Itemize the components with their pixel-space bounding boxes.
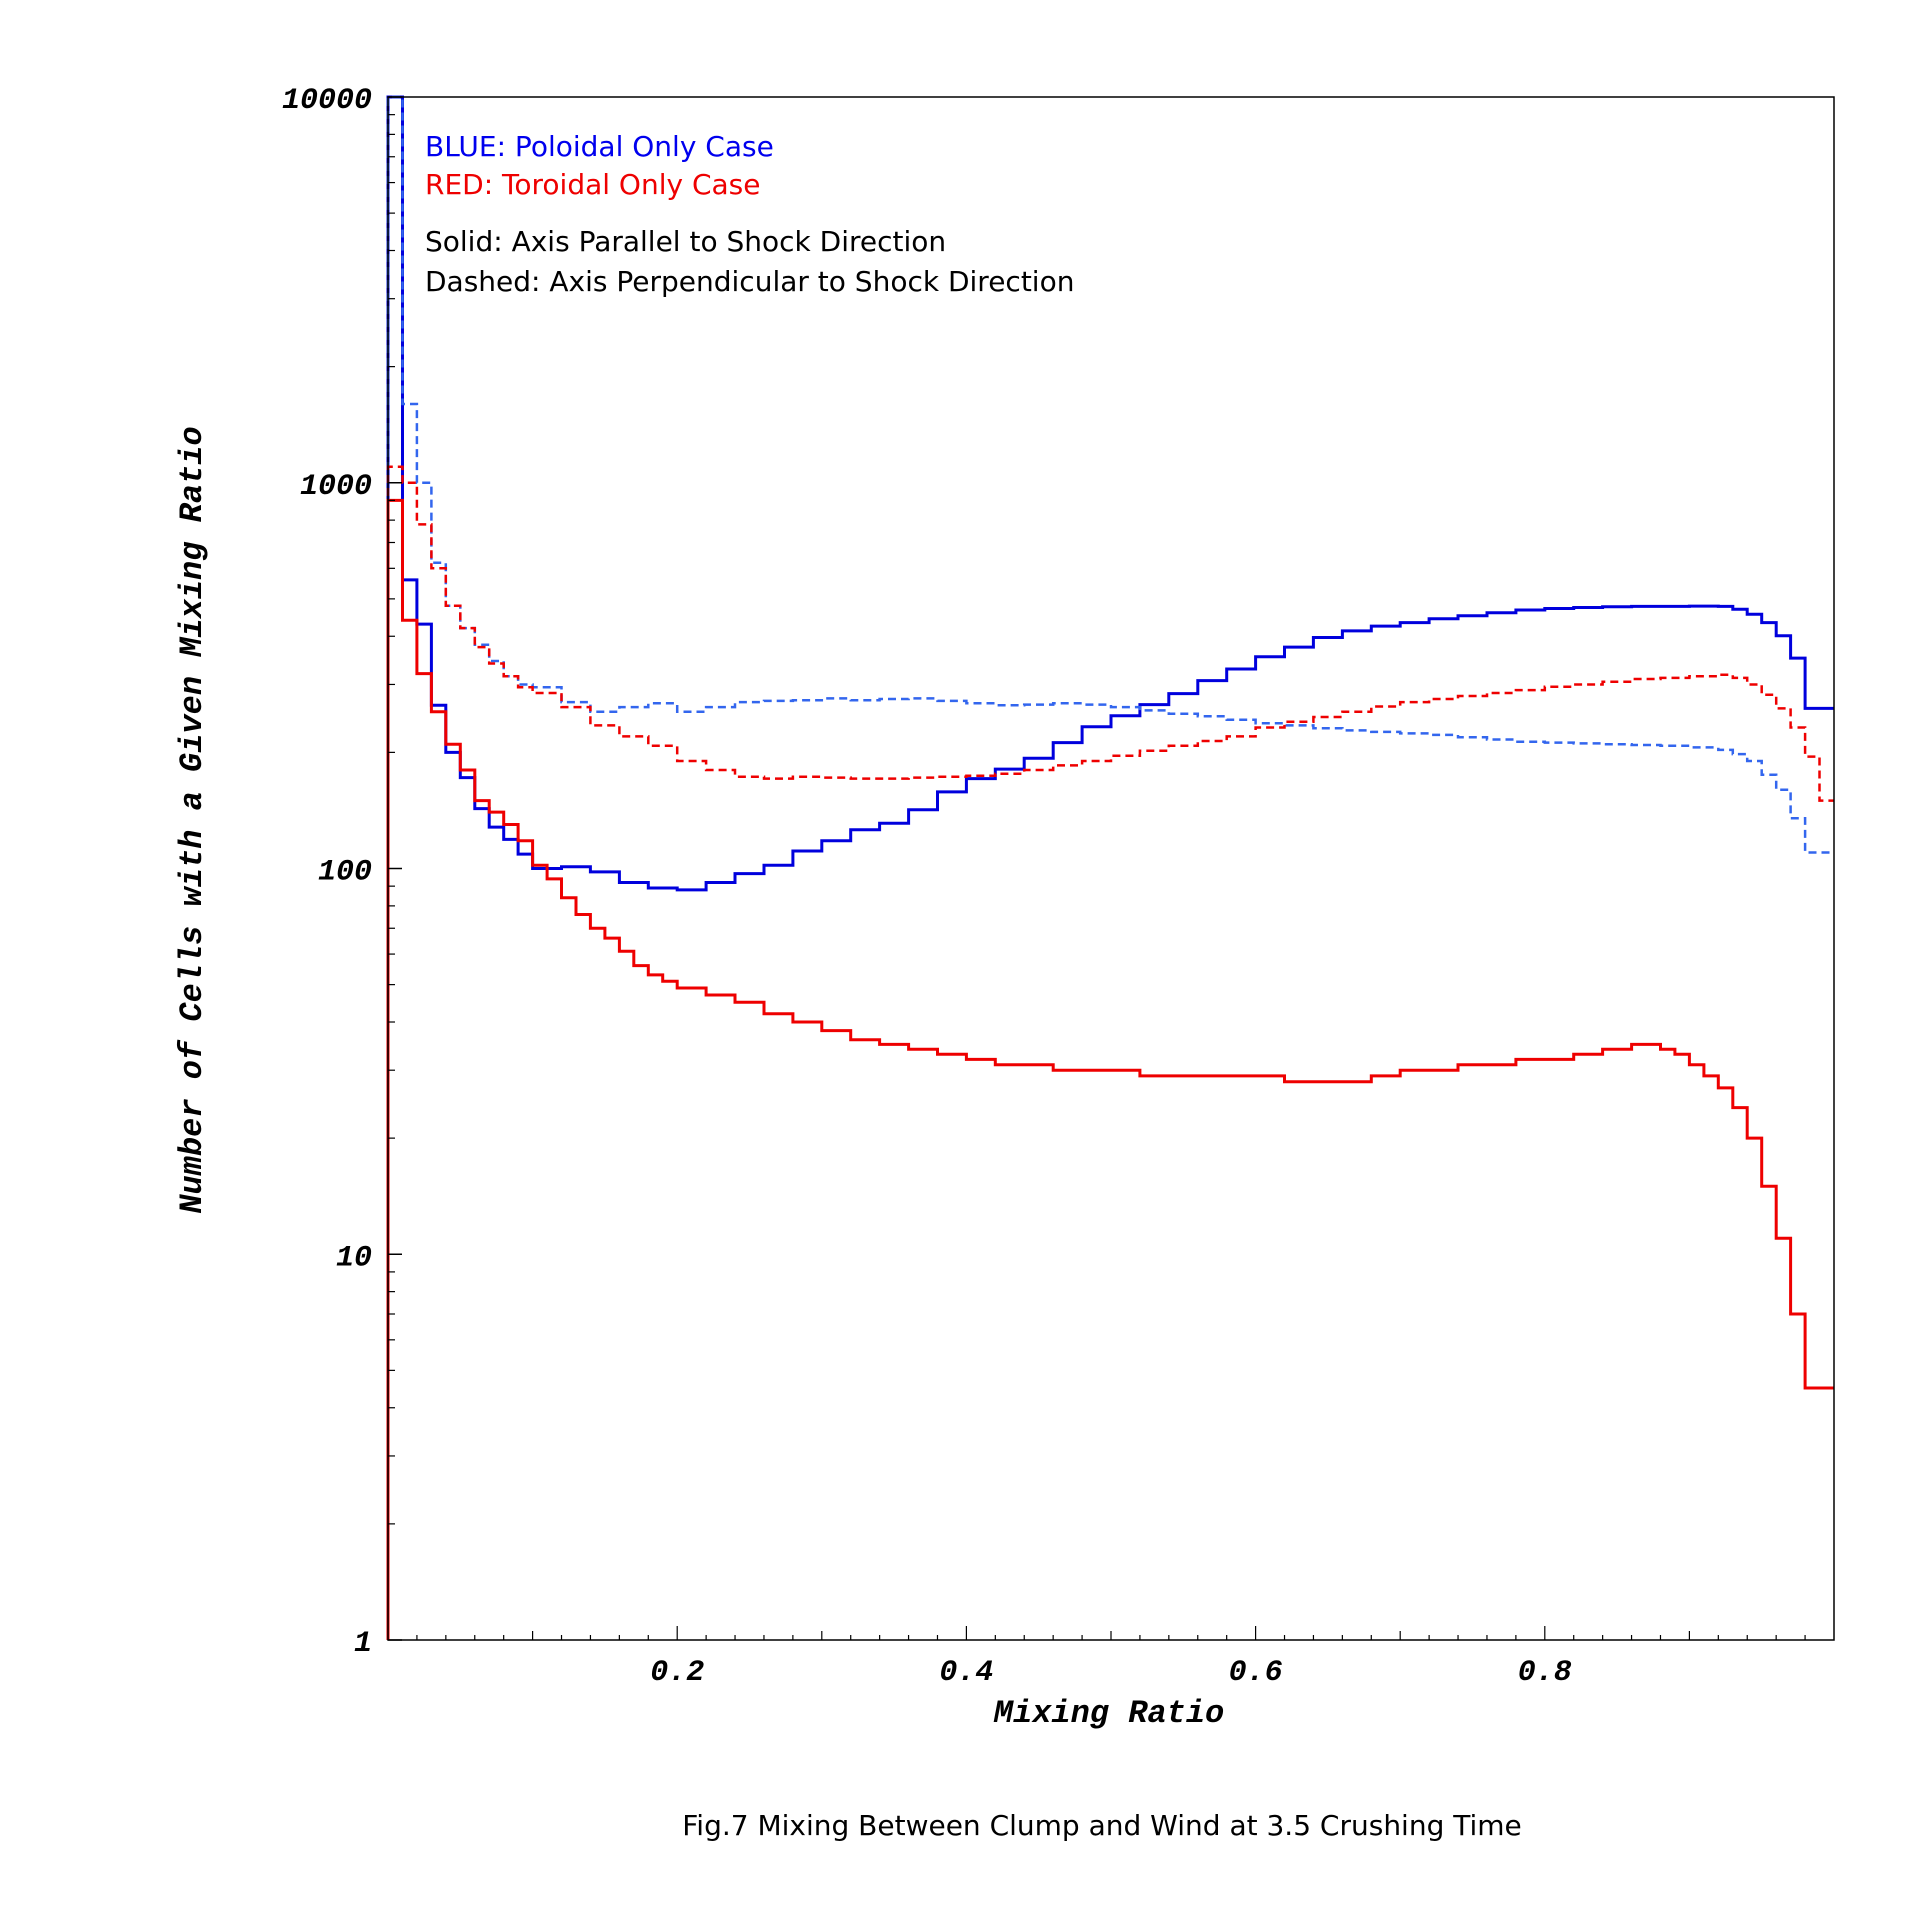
y-tick-label: 100: [318, 856, 372, 890]
series-2-solid-step-line: [386, 498, 1834, 1640]
y-axis-title: Number of Cells with a Given Mixing Rati…: [174, 426, 211, 1213]
x-tick-label: 0.8: [1518, 1656, 1572, 1690]
x-tick-label: 0.4: [939, 1656, 993, 1690]
plot-frame: [387, 96, 1835, 1641]
x-axis-ticks: 0.2 0.4 0.6 0.8: [416, 1626, 1806, 1690]
figure-caption: Fig.7 Mixing Between Clump and Wind at 3…: [682, 1809, 1522, 1842]
series-layer: [386, 95, 1834, 1640]
x-tick-label: 0.2: [650, 1656, 704, 1690]
x-tick-label: 0.6: [1229, 1656, 1283, 1690]
y-tick-label: 10000: [282, 84, 372, 118]
legend-line-red: RED: Toroidal Only Case: [425, 168, 761, 201]
legend-line-dashed: Dashed: Axis Perpendicular to Shock Dire…: [425, 265, 1074, 298]
y-tick-label: 1: [354, 1627, 372, 1661]
y-tick-label: 10: [336, 1241, 372, 1275]
y-axis-ticks: 1 10 100 1000 10000: [282, 84, 402, 1661]
legend-line-blue: BLUE: Poloidal Only Case: [425, 130, 774, 163]
y-tick-label: 1000: [300, 470, 372, 504]
series-0-solid-step-line: [386, 95, 1834, 1640]
legend: BLUE: Poloidal Only Case RED: Toroidal O…: [425, 130, 1074, 298]
x-axis-title: Mixing Ratio: [993, 1695, 1224, 1732]
series-1-dashed-step-line: [386, 95, 1834, 1640]
series-3-dashed-step-line: [386, 465, 1834, 1640]
legend-line-solid: Solid: Axis Parallel to Shock Direction: [425, 225, 946, 258]
